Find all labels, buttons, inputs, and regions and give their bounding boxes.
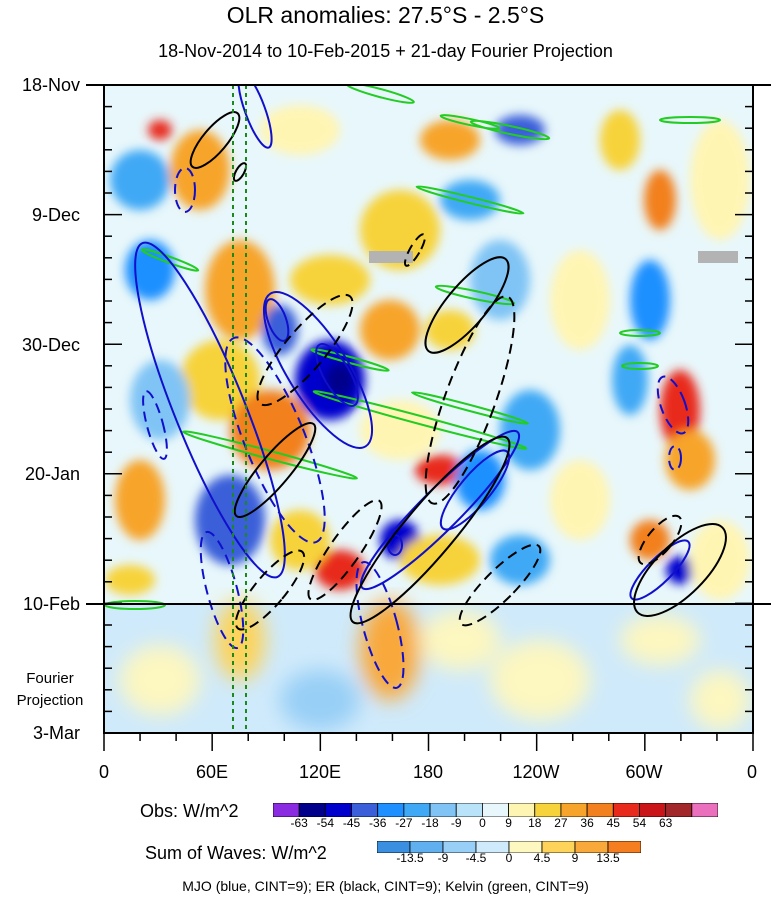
obs-colorbar-title: Obs: W/m^2 — [140, 801, 239, 821]
er-negative-contours — [234, 233, 683, 631]
obs-colorbar-swatch — [691, 803, 718, 817]
obs-colorbar-level-label: -45 — [342, 816, 361, 830]
obs-colorbar-swatch — [324, 803, 352, 817]
chart-subtitle: 18-Nov-2014 to 10-Feb-2015 + 21-day Four… — [158, 41, 613, 61]
obs-colorbar-level-label: 45 — [606, 816, 620, 830]
obs-colorbar — [273, 803, 718, 817]
obs-colorbar-swatch — [429, 803, 457, 817]
missing-data-patch — [698, 251, 738, 263]
obs-colorbar-swatch — [403, 803, 431, 817]
waves-colorbar-labels: -13.5 -9 -4.5 0 4.5 9 13.5 — [377, 851, 641, 867]
obs-colorbar-level-label: 54 — [632, 816, 647, 830]
obs-colorbar-swatch — [273, 803, 300, 817]
y-tick-label: 20-Jan — [24, 464, 80, 484]
obs-colorbar-level-label: 18 — [528, 816, 542, 830]
x-tick-label: 0 — [98, 762, 109, 782]
waves-colorbar-title: Sum of Waves: W/m^2 — [145, 843, 327, 863]
chart-title: OLR anomalies: 27.5°S - 2.5°S — [226, 2, 545, 28]
obs-colorbar-swatch — [612, 803, 640, 817]
obs-colorbar-swatch — [351, 803, 379, 817]
obs-colorbar-swatch — [455, 803, 483, 817]
obs-colorbar-level-label: 27 — [554, 816, 568, 830]
obs-colorbar-swatch — [639, 803, 667, 817]
obs-colorbar-swatch — [586, 803, 614, 817]
obs-colorbar-level-label: -9 — [450, 816, 462, 830]
x-tick-label: 60W — [625, 762, 663, 782]
y-tick-label: 9-Dec — [31, 205, 80, 225]
x-tick-label: 180 — [412, 762, 444, 782]
legend-footnote: MJO (blue, CINT=9); ER (black, CINT=9); … — [182, 878, 589, 894]
x-tick-label: 60E — [195, 762, 229, 782]
obs-colorbar-swatch — [665, 803, 693, 817]
obs-colorbar-level-label: -63 — [290, 816, 308, 830]
obs-colorbar-swatch — [534, 803, 562, 817]
obs-colorbar-level-label: 63 — [658, 816, 673, 830]
obs-colorbar-level-label: 36 — [580, 816, 594, 830]
obs-colorbar-swatch — [508, 803, 536, 817]
mjo-negative-contours — [142, 167, 690, 689]
mjo-contours — [134, 85, 691, 601]
obs-colorbar-labels: -63 -54 -45 -36 -27 -18 -9 0 9 18 27 36 45 54 63 — [273, 816, 718, 832]
obs-colorbar-swatch — [482, 803, 509, 817]
obs-colorbar-swatch — [298, 803, 326, 817]
waves-colorbar-level-label: -4.5 — [465, 851, 487, 865]
missing-data-patch — [369, 251, 413, 263]
waves-colorbar-level-label: -13.5 — [396, 851, 424, 865]
obs-colorbar-level-label: 0 — [479, 816, 486, 830]
projection-anomaly-blobs — [120, 600, 750, 730]
obs-colorbar-level-label: -27 — [395, 816, 413, 830]
obs-colorbar-swatch — [560, 803, 588, 817]
y-tick-label: 10-Feb — [22, 594, 80, 614]
y-tick-label: 18-Nov — [21, 75, 80, 95]
x-tick-label: 0 — [746, 762, 757, 782]
er-contours — [189, 111, 727, 625]
waves-colorbar-level-label: 4.5 — [533, 851, 551, 865]
y-axis-ticks — [104, 84, 753, 734]
obs-colorbar-swatch — [377, 803, 405, 817]
obs-colorbar-level-label: -36 — [369, 816, 387, 830]
x-tick-label: 120W — [512, 762, 560, 782]
projection-label: Fourier Projection — [16, 670, 84, 709]
obs-colorbar-level-label: 9 — [505, 816, 512, 830]
x-tick-label: 120E — [298, 762, 342, 782]
x-axis-ticks — [103, 733, 754, 751]
waves-colorbar-level-label: -9 — [437, 851, 449, 865]
waves-colorbar-level-label: 13.5 — [596, 851, 620, 865]
waves-colorbar — [377, 841, 641, 853]
waves-colorbar-level-label: 0 — [505, 851, 513, 865]
y-tick-label: 3-Mar — [32, 723, 80, 743]
obs-colorbar-level-label: -18 — [421, 816, 439, 830]
waves-colorbar-level-label: 9 — [571, 851, 579, 865]
y-tick-label: 30-Dec — [21, 335, 80, 355]
obs-colorbar-level-label: -54 — [316, 816, 335, 830]
waves-colorbar-swatch — [607, 841, 641, 853]
